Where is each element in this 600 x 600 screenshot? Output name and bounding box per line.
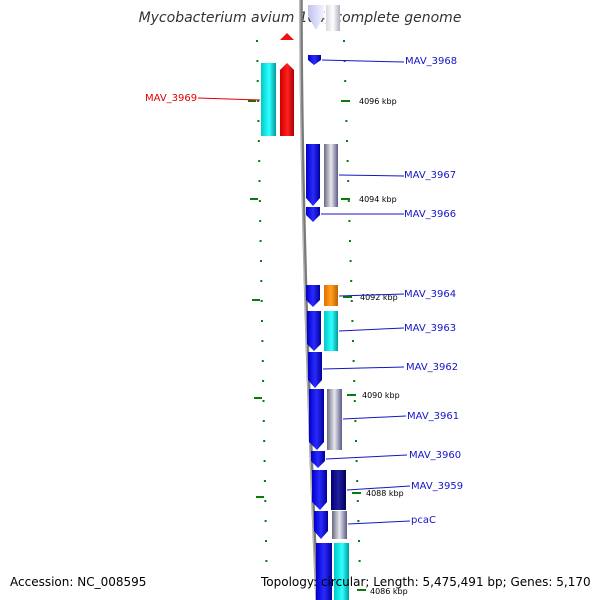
gene-label-mav-3966[interactable]: MAV_3966 <box>404 209 456 220</box>
gene-arrow-mav-3962[interactable] <box>308 352 322 388</box>
grid-dot <box>350 280 353 282</box>
gene-label-mav-3964[interactable]: MAV_3964 <box>404 289 456 300</box>
gene-arrow-red-mav-3969[interactable] <box>280 63 294 136</box>
gene-block-gray-mav-3961[interactable] <box>327 389 342 450</box>
grid-dot <box>352 340 354 342</box>
gene-label-mav-3967[interactable]: MAV_3967 <box>404 170 456 181</box>
gene-label-mav-3969[interactable]: MAV_3969 <box>145 93 197 104</box>
grid-dot <box>257 100 260 102</box>
grid-dot <box>258 180 261 182</box>
grid-dot <box>260 300 263 302</box>
gene-block-gray-pcac[interactable] <box>332 511 347 539</box>
gene-block-cyan-mav-3963[interactable] <box>324 311 338 351</box>
gene-block-blue-bottom[interactable] <box>316 543 332 600</box>
kbp-label: 4096 kbp <box>359 97 397 106</box>
kbp-ticks <box>341 100 366 591</box>
grid-dot <box>346 160 349 162</box>
gene-arrow-mav-3968[interactable] <box>308 55 321 65</box>
gene-arrow-mav-3959[interactable] <box>312 470 327 510</box>
gene-arrow-mav-3960[interactable] <box>311 451 325 468</box>
kbp-label: 4094 kbp <box>359 195 397 204</box>
label-leader-lines <box>197 59 411 525</box>
grid-dot <box>345 120 348 122</box>
gene-arrow-top-pale[interactable] <box>308 5 324 30</box>
gene-block-navy-mav-3959[interactable] <box>331 470 346 510</box>
gene-block-cyan-mav-3969[interactable] <box>261 63 276 136</box>
grid-dot <box>259 220 262 222</box>
grid-dot <box>265 540 267 542</box>
grid-dot <box>344 80 347 82</box>
gene-block-gray-mav-3967[interactable] <box>324 144 338 207</box>
kbp-label: 4090 kbp <box>362 391 400 400</box>
grid-dot <box>346 140 348 142</box>
gene-arrow-pcac[interactable] <box>314 511 328 539</box>
grid-dot <box>356 500 359 502</box>
grid-dot <box>260 280 263 282</box>
grid-dot <box>263 460 266 462</box>
grid-dot <box>258 160 261 162</box>
grid-dot <box>256 40 258 42</box>
gene-block-top-silver[interactable] <box>326 5 340 31</box>
grid-dot <box>263 480 266 482</box>
grid-dot <box>256 80 259 82</box>
gene-arrow-mav-3967[interactable] <box>306 144 320 206</box>
kbp-label: 4086 kbp <box>370 587 408 596</box>
grid-dot <box>351 320 354 322</box>
gene-label-pcac[interactable]: pcaC <box>411 515 436 526</box>
gene-label-mav-3959[interactable]: MAV_3959 <box>411 481 463 492</box>
grid-dot <box>258 200 261 202</box>
grid-dot <box>265 560 268 562</box>
grid-dot <box>264 500 267 502</box>
grid-dot <box>257 120 260 122</box>
grid-dot <box>355 440 357 442</box>
gene-label-mav-3968[interactable]: MAV_3968 <box>405 56 457 67</box>
grid-dot <box>261 320 263 322</box>
grid-dot <box>264 520 267 522</box>
grid-dot <box>358 560 361 562</box>
kbp-label: 4088 kbp <box>366 489 404 498</box>
gene-arrow-mav-3963[interactable] <box>307 311 321 351</box>
grid-dot <box>353 400 356 402</box>
gene-block-orange-mav-3964[interactable] <box>324 285 338 306</box>
gene-arrow-mav-3964[interactable] <box>306 285 320 307</box>
kbp-label: 4092 kbp <box>360 293 398 302</box>
grid-dot <box>348 220 351 222</box>
grid-dot <box>263 440 266 442</box>
gene-arrow-mav-3966[interactable] <box>306 207 320 222</box>
grid-dot <box>262 380 265 382</box>
grid-dot <box>353 380 356 382</box>
grid-dot <box>358 540 360 542</box>
grid-dot <box>354 420 357 422</box>
grid-dot <box>261 340 264 342</box>
grid-dot <box>350 300 353 302</box>
topology-text: Topology: circular; Length: 5,475,491 bp… <box>261 575 591 589</box>
gene-label-mav-3962[interactable]: MAV_3962 <box>406 362 458 373</box>
grid-dot <box>260 260 262 262</box>
gene-arrow-mav-3961[interactable] <box>309 389 324 450</box>
grid-dot <box>261 360 264 362</box>
grid-dot <box>347 200 350 202</box>
genome-backbone-highlight <box>299 0 317 600</box>
grid-dot <box>347 180 350 182</box>
gene-block-cyan-bottom[interactable] <box>334 543 349 600</box>
grid-dot <box>349 260 352 262</box>
grid-dot <box>259 240 262 242</box>
grid-dot <box>355 460 358 462</box>
grid-dot <box>257 140 260 142</box>
grid-dot <box>352 360 355 362</box>
grid-dot <box>262 400 265 402</box>
gene-label-mav-3963[interactable]: MAV_3963 <box>404 323 456 334</box>
gene-label-mav-3960[interactable]: MAV_3960 <box>409 450 461 461</box>
grid-dot <box>343 40 345 42</box>
accession-text: Accession: NC_008595 <box>10 575 147 589</box>
grid-dot <box>356 480 359 482</box>
grid-dot <box>349 240 351 242</box>
grid-dot <box>262 420 265 422</box>
gene-arrow-red-top[interactable] <box>280 33 294 40</box>
gene-label-mav-3961[interactable]: MAV_3961 <box>407 411 459 422</box>
grid-dot <box>256 60 259 62</box>
grid-dot <box>357 520 360 522</box>
